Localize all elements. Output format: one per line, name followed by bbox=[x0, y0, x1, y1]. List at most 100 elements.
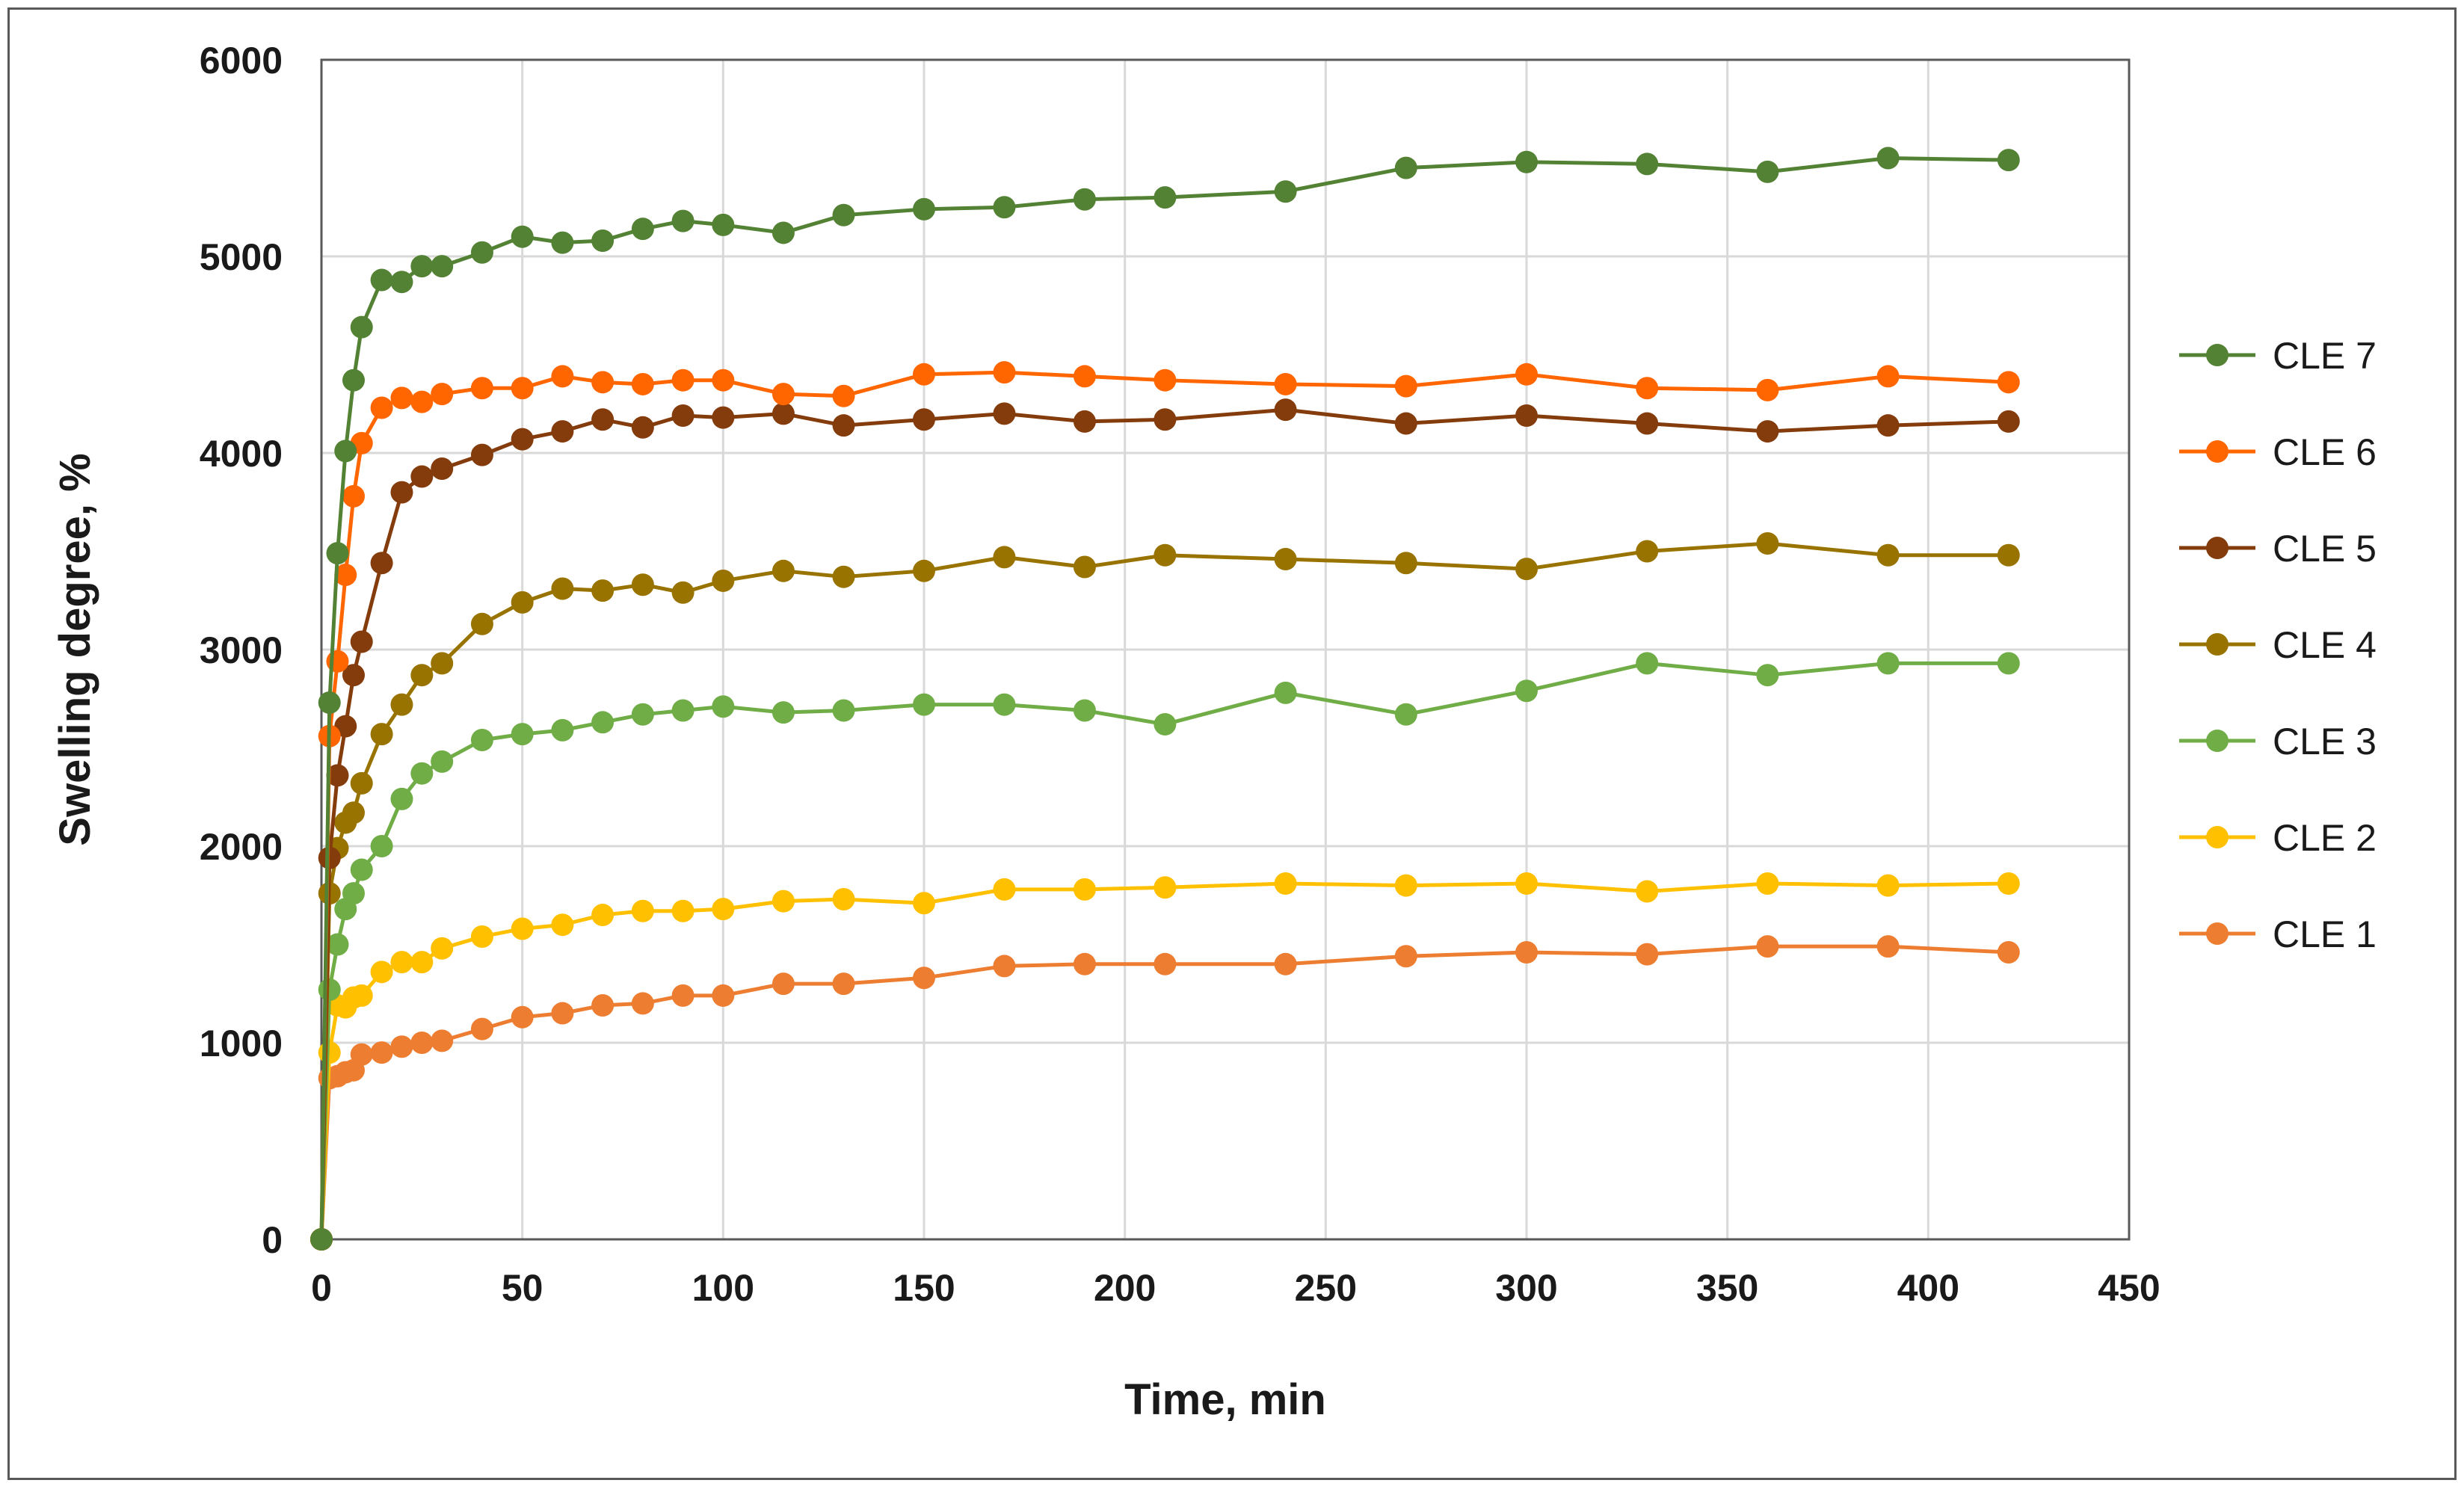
x-tick-label: 100 bbox=[692, 1267, 754, 1309]
data-point-cle-7 bbox=[591, 229, 615, 252]
series-group bbox=[310, 147, 2020, 1251]
data-point-cle-4 bbox=[370, 723, 393, 746]
data-point-cle-7 bbox=[1274, 180, 1297, 203]
data-point-cle-6 bbox=[1274, 372, 1297, 395]
data-point-cle-4 bbox=[913, 559, 935, 582]
data-point-cle-5 bbox=[1997, 410, 2020, 433]
legend-swatch-marker bbox=[2206, 922, 2229, 945]
data-point-cle-1 bbox=[1876, 935, 1900, 958]
legend-label: CLE 2 bbox=[2273, 817, 2377, 859]
data-point-cle-4 bbox=[1636, 540, 1659, 563]
legend-item-cle-7: CLE 7 bbox=[2179, 335, 2377, 377]
legend-label: CLE 4 bbox=[2273, 624, 2377, 666]
data-point-cle-6 bbox=[1394, 374, 1417, 398]
legend-item-cle-6: CLE 6 bbox=[2179, 431, 2377, 473]
data-point-cle-1 bbox=[390, 1035, 413, 1058]
data-point-cle-1 bbox=[370, 1041, 393, 1064]
data-point-cle-2 bbox=[1154, 876, 1177, 899]
data-point-cle-2 bbox=[1636, 880, 1659, 903]
data-point-cle-1 bbox=[470, 1017, 493, 1041]
data-point-cle-5 bbox=[551, 420, 574, 443]
x-tick-label: 150 bbox=[893, 1267, 955, 1309]
data-point-cle-5 bbox=[334, 715, 357, 738]
data-point-cle-3 bbox=[913, 693, 935, 716]
data-point-cle-7 bbox=[1876, 147, 1900, 170]
data-point-cle-2 bbox=[350, 984, 373, 1007]
y-tick-label: 4000 bbox=[200, 433, 283, 475]
data-point-cle-4 bbox=[1756, 531, 1779, 555]
data-point-cle-1 bbox=[631, 992, 654, 1015]
data-point-cle-2 bbox=[1515, 872, 1538, 895]
legend-swatch-marker bbox=[2206, 537, 2229, 559]
data-point-cle-5 bbox=[1154, 408, 1177, 431]
series-cle-6 bbox=[310, 361, 2020, 1251]
data-point-cle-1 bbox=[431, 1029, 454, 1052]
data-point-cle-7 bbox=[470, 241, 493, 264]
data-point-cle-2 bbox=[671, 899, 694, 922]
legend-swatch-marker bbox=[2206, 730, 2229, 752]
data-point-cle-1 bbox=[1997, 941, 2020, 964]
data-point-cle-6 bbox=[671, 369, 694, 392]
x-tick-label: 200 bbox=[1094, 1267, 1156, 1309]
data-point-cle-6 bbox=[334, 564, 357, 587]
data-point-cle-7 bbox=[1515, 150, 1538, 173]
data-point-cle-5 bbox=[712, 406, 735, 429]
legend: CLE 7 CLE 6 CLE 5 CLE 4 CLE 3 CLE 2 CLE 1 bbox=[2179, 335, 2377, 955]
data-point-cle-4 bbox=[671, 581, 694, 604]
data-point-cle-4 bbox=[631, 573, 654, 596]
data-point-cle-7 bbox=[671, 209, 694, 232]
data-point-cle-5 bbox=[832, 414, 855, 437]
data-point-cle-1 bbox=[1515, 941, 1538, 964]
data-point-cle-1 bbox=[1073, 952, 1096, 975]
data-point-cle-5 bbox=[1515, 404, 1538, 428]
data-point-cle-6 bbox=[1073, 365, 1096, 388]
series-line-cle-6 bbox=[319, 370, 2009, 1240]
data-point-cle-6 bbox=[1756, 378, 1779, 401]
data-point-cle-2 bbox=[913, 892, 935, 915]
data-point-cle-7 bbox=[370, 268, 393, 292]
data-point-cle-2 bbox=[1394, 874, 1417, 897]
data-point-cle-5 bbox=[370, 552, 393, 575]
data-point-cle-6 bbox=[370, 396, 393, 419]
data-point-cle-3 bbox=[470, 728, 493, 751]
data-point-cle-4 bbox=[1274, 548, 1297, 571]
y-tick-label: 6000 bbox=[200, 40, 283, 81]
data-point-cle-3 bbox=[551, 718, 574, 742]
data-point-cle-7 bbox=[631, 218, 654, 241]
legend-item-cle-1: CLE 1 bbox=[2179, 913, 2377, 955]
data-point-cle-6 bbox=[1154, 369, 1177, 392]
data-point-cle-5 bbox=[1756, 420, 1779, 443]
data-point-cle-2 bbox=[631, 899, 654, 922]
data-point-cle-4 bbox=[1394, 552, 1417, 575]
data-point-cle-5 bbox=[470, 443, 493, 466]
data-point-cle-5 bbox=[318, 846, 341, 869]
data-point-cle-4 bbox=[1876, 543, 1900, 567]
data-point-cle-5 bbox=[771, 402, 795, 425]
data-point-cle-1 bbox=[1636, 943, 1659, 966]
data-point-cle-3 bbox=[1394, 703, 1417, 726]
legend-swatch-marker bbox=[2206, 344, 2229, 366]
legend-label: CLE 3 bbox=[2273, 721, 2377, 762]
legend-label: CLE 1 bbox=[2273, 913, 2377, 955]
data-point-cle-3 bbox=[591, 711, 615, 734]
data-point-cle-6 bbox=[390, 386, 413, 410]
data-point-cle-7 bbox=[1636, 152, 1659, 176]
data-point-cle-3 bbox=[1154, 712, 1177, 736]
legend-swatch-marker bbox=[2206, 633, 2229, 656]
data-point-cle-2 bbox=[551, 913, 574, 937]
data-point-cle-4 bbox=[390, 693, 413, 716]
data-point-cle-4 bbox=[832, 565, 855, 588]
data-point-cle-4 bbox=[712, 569, 735, 592]
data-point-cle-5 bbox=[671, 404, 694, 428]
data-point-cle-3 bbox=[993, 693, 1016, 716]
data-point-cle-3 bbox=[410, 762, 434, 785]
data-point-cle-7 bbox=[310, 1228, 333, 1251]
legend-item-cle-4: CLE 4 bbox=[2179, 624, 2377, 666]
data-point-cle-3 bbox=[342, 882, 365, 905]
data-point-cle-4 bbox=[511, 591, 534, 614]
data-point-cle-5 bbox=[913, 408, 935, 431]
data-point-cle-7 bbox=[350, 315, 373, 339]
series-line-cle-7 bbox=[319, 156, 2009, 1240]
data-point-cle-2 bbox=[1073, 878, 1096, 901]
data-point-cle-1 bbox=[832, 972, 855, 996]
